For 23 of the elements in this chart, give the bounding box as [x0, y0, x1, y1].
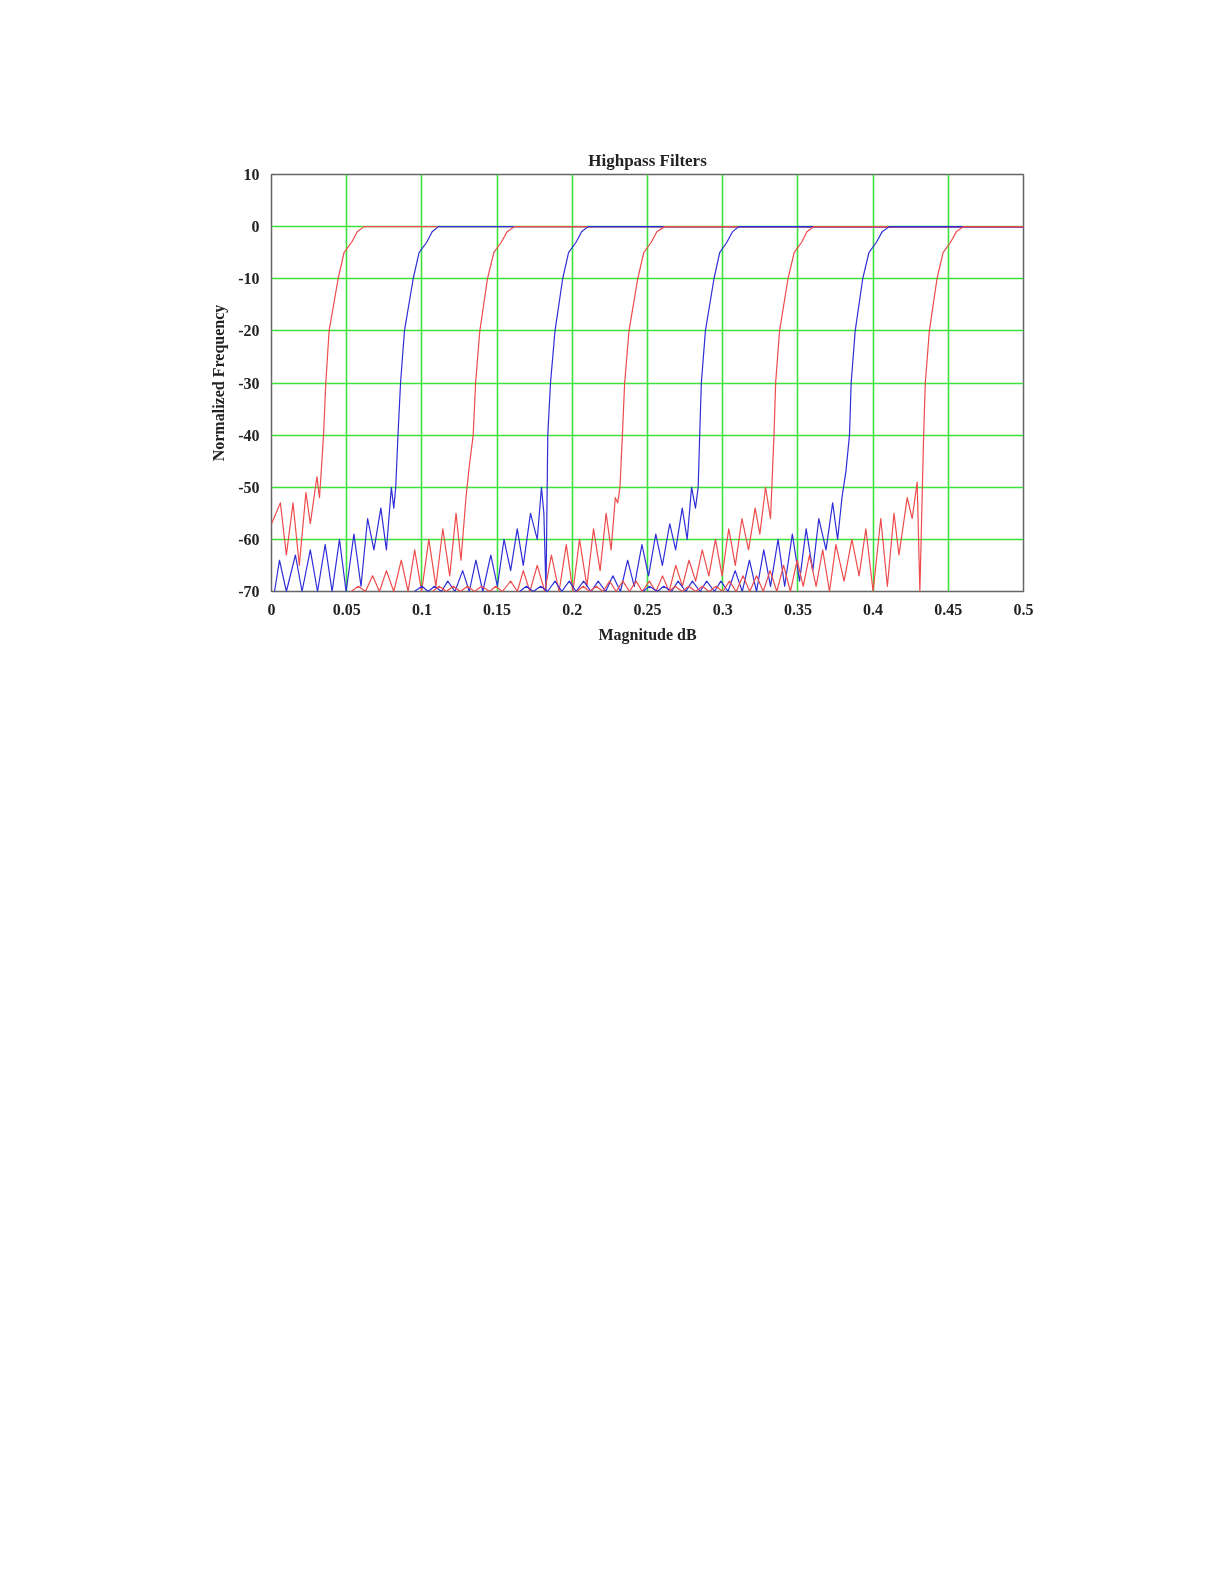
x-tick-label: 0	[267, 600, 276, 618]
x-tick-label: 0.3	[712, 600, 733, 618]
y-tick-label: 10	[243, 166, 260, 183]
x-tick-label: 0.15	[483, 600, 512, 618]
y-tick-label: -70	[238, 583, 260, 600]
y-tick-label: -50	[238, 478, 260, 496]
x-tick-label: 0.1	[411, 600, 432, 618]
y-tick-label: -20	[238, 322, 260, 340]
x-axis-title: Magnitude dB	[598, 625, 697, 644]
y-axis-title: Normalized Frequency	[210, 304, 229, 462]
y-tick-label: -10	[238, 270, 260, 288]
y-tick-label: -60	[238, 530, 260, 548]
x-tick-label: 0.4	[863, 600, 884, 618]
y-tick-label: 0	[251, 218, 260, 236]
x-tick-label: 0.45	[934, 600, 963, 618]
x-tick-label: 0.25	[633, 600, 662, 618]
x-tick-label: 0.35	[783, 600, 812, 618]
x-tick-label: 0.2	[562, 600, 583, 618]
chart-title: Highpass Filters	[588, 150, 708, 170]
x-tick-label: 0.05	[332, 600, 361, 618]
x-tick-label: 0.5	[1013, 600, 1034, 618]
y-tick-label: -30	[238, 374, 260, 392]
y-tick-label: -40	[238, 426, 260, 444]
